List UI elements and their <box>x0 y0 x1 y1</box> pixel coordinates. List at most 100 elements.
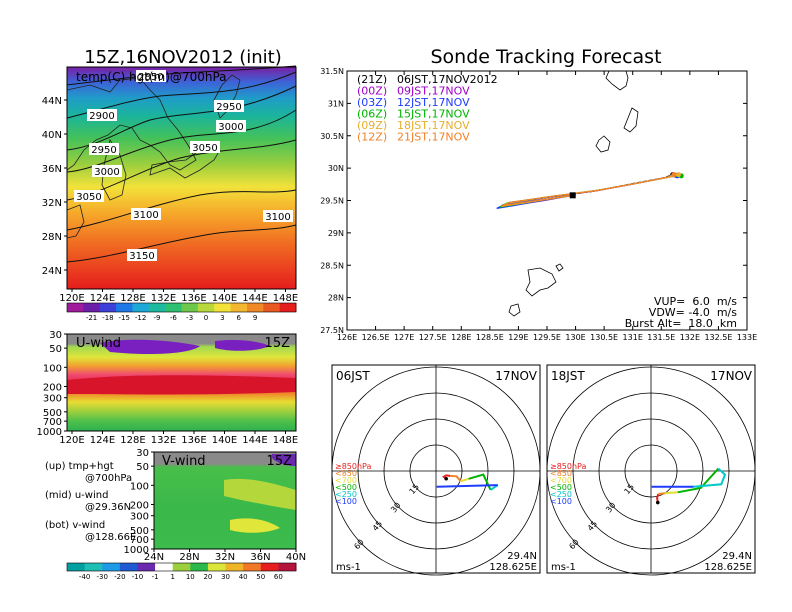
vwind-lat-ticks: 24N 28N 32N 36N 40N <box>144 549 306 563</box>
lon-tick-label: 128E <box>451 333 471 342</box>
level-label: <500 <box>550 483 572 492</box>
colorbar-label: -1 <box>152 573 159 581</box>
hodo-segment <box>658 492 665 495</box>
map700-label: temp(C) hgt(m)@700hPa <box>76 70 227 84</box>
hodo-curve <box>651 467 727 505</box>
left-title: 15Z,16NOV2012 (init) <box>84 47 282 68</box>
lon-tick-label: 131E <box>623 333 643 342</box>
lon-tick-label: 124E <box>90 435 115 446</box>
hodo-segment <box>693 467 727 488</box>
colorbar-label: -15 <box>119 314 130 322</box>
track-line <box>502 173 675 207</box>
colorbar-swatch <box>246 303 264 312</box>
colorbar-swatch <box>243 563 262 571</box>
colorbar-frame <box>66 302 297 313</box>
lat-tick-label: 28N <box>328 294 344 303</box>
level-label: <500 <box>335 483 357 492</box>
hodo-start <box>655 500 660 505</box>
contour-label: 2950 <box>91 145 116 156</box>
note-line: (up) tmp+hgt <box>45 461 114 472</box>
hodo-segment <box>450 474 462 482</box>
islands <box>508 70 639 317</box>
colorbar-swatch <box>279 303 297 312</box>
lon-tick-label: 120E <box>59 293 84 304</box>
lon-tick-label: 144E <box>242 293 267 304</box>
hodo-date: 17NOV <box>710 369 752 383</box>
legend-time: 15JST,17NOV <box>397 108 470 121</box>
legend-time: 18JST,17NOV <box>397 119 470 132</box>
hodo-date: 17NOV <box>495 369 537 383</box>
hodo-unit: ms-1 <box>336 562 361 573</box>
lon-tick-label: 133E <box>737 333 757 342</box>
lat-tick-label: 30.5N <box>320 132 344 141</box>
lat-tick-label: 30N <box>328 164 344 173</box>
colorbar-swatch <box>207 563 227 571</box>
pressure-tick-label: 300 <box>43 394 62 405</box>
landing-point <box>675 172 681 178</box>
right-title: Sonde Tracking Forecast <box>430 46 661 68</box>
colorbar-swatch <box>119 563 138 571</box>
colorbar-swatch <box>165 303 182 312</box>
contour-label: 2900 <box>89 111 114 122</box>
lat-tick-label: 29N <box>328 229 344 238</box>
colorbar-swatch <box>230 303 248 312</box>
colorbar-swatch <box>67 563 86 571</box>
level-label: <250 <box>550 490 572 499</box>
lon-tick-label: 132E <box>151 435 176 446</box>
hodo-start <box>444 476 448 481</box>
lon-tick-label: 131.5E <box>647 333 675 342</box>
colorbar-label: 3 <box>220 314 224 322</box>
colorbar-swatch <box>137 563 156 571</box>
lon-tick-label: 127.5E <box>419 333 447 342</box>
lat-tick-label: 28N <box>179 552 199 563</box>
hodo-ring <box>383 418 489 524</box>
note-line: (bot) v-wind <box>45 520 105 531</box>
map700-lon-ticks: 120E 124E 128E 132E 136E 140E 144E 148E <box>59 289 298 304</box>
contour-label: 3100 <box>133 210 158 221</box>
colorbar-swatch <box>278 563 297 571</box>
vwind-positive-blob <box>224 478 296 510</box>
vdw-text: VDW= -4.0 m/s <box>649 306 737 319</box>
lon-tick-label: 124E <box>90 293 115 304</box>
colorbar-label: 40 <box>239 573 248 581</box>
colorbar-label: -20 <box>114 573 125 581</box>
hodo-curve <box>436 473 499 491</box>
pressure-tick-label: 50 <box>136 462 149 473</box>
lat-tick-label: 36N <box>250 552 270 563</box>
lon-tick-label: 129.5E <box>533 333 561 342</box>
lat-tick-label: 28N <box>42 232 62 243</box>
lat-tick-label: 29.5N <box>320 197 344 206</box>
colorbar-label: 10 <box>186 573 195 581</box>
contour-label: 3000 <box>218 122 243 133</box>
hodo-ring <box>624 444 678 498</box>
uwind-lon-ticks: 120E 124E 128E 132E 136E 140E 144E 148E <box>59 431 298 446</box>
lon-tick-label: 130E <box>565 333 585 342</box>
colorbar-swatch <box>190 563 209 571</box>
colorbar-swatch <box>263 303 281 312</box>
level-label: ≥850hPa <box>550 462 587 471</box>
hodo-ring <box>546 366 756 576</box>
pressure-tick-label: 30 <box>49 330 62 341</box>
uwind-easterly-blob <box>215 339 270 351</box>
temp-colorbar: -21 -18 -15 -12 -9 -6 -3 0 3 6 9 <box>66 302 297 322</box>
contour-label: 3000 <box>94 167 119 178</box>
legend-time: 21JST,17NOV <box>397 131 470 144</box>
legend-notes: (up) tmp+hgt @700hPa (mid) u-wind @29.36… <box>45 461 136 543</box>
colorbar-label: 60 <box>274 573 283 581</box>
pressure-tick-label: 500 <box>43 408 62 419</box>
legend-code: (03Z) <box>357 96 387 109</box>
legend-code: (12Z) <box>357 131 387 144</box>
hodo-level-legend: ≥850hPa<850<700<500<250<100 <box>550 462 587 506</box>
lon-tick-label: 126.5E <box>362 333 390 342</box>
lon-tick-label: 132E <box>680 333 700 342</box>
lat-tick-label: 31.5N <box>320 67 344 76</box>
lon-tick-label: 132E <box>151 293 176 304</box>
legend-code: (06Z) <box>357 108 387 121</box>
pressure-tick-label: 100 <box>130 481 149 492</box>
colorbar-label: 30 <box>221 573 230 581</box>
